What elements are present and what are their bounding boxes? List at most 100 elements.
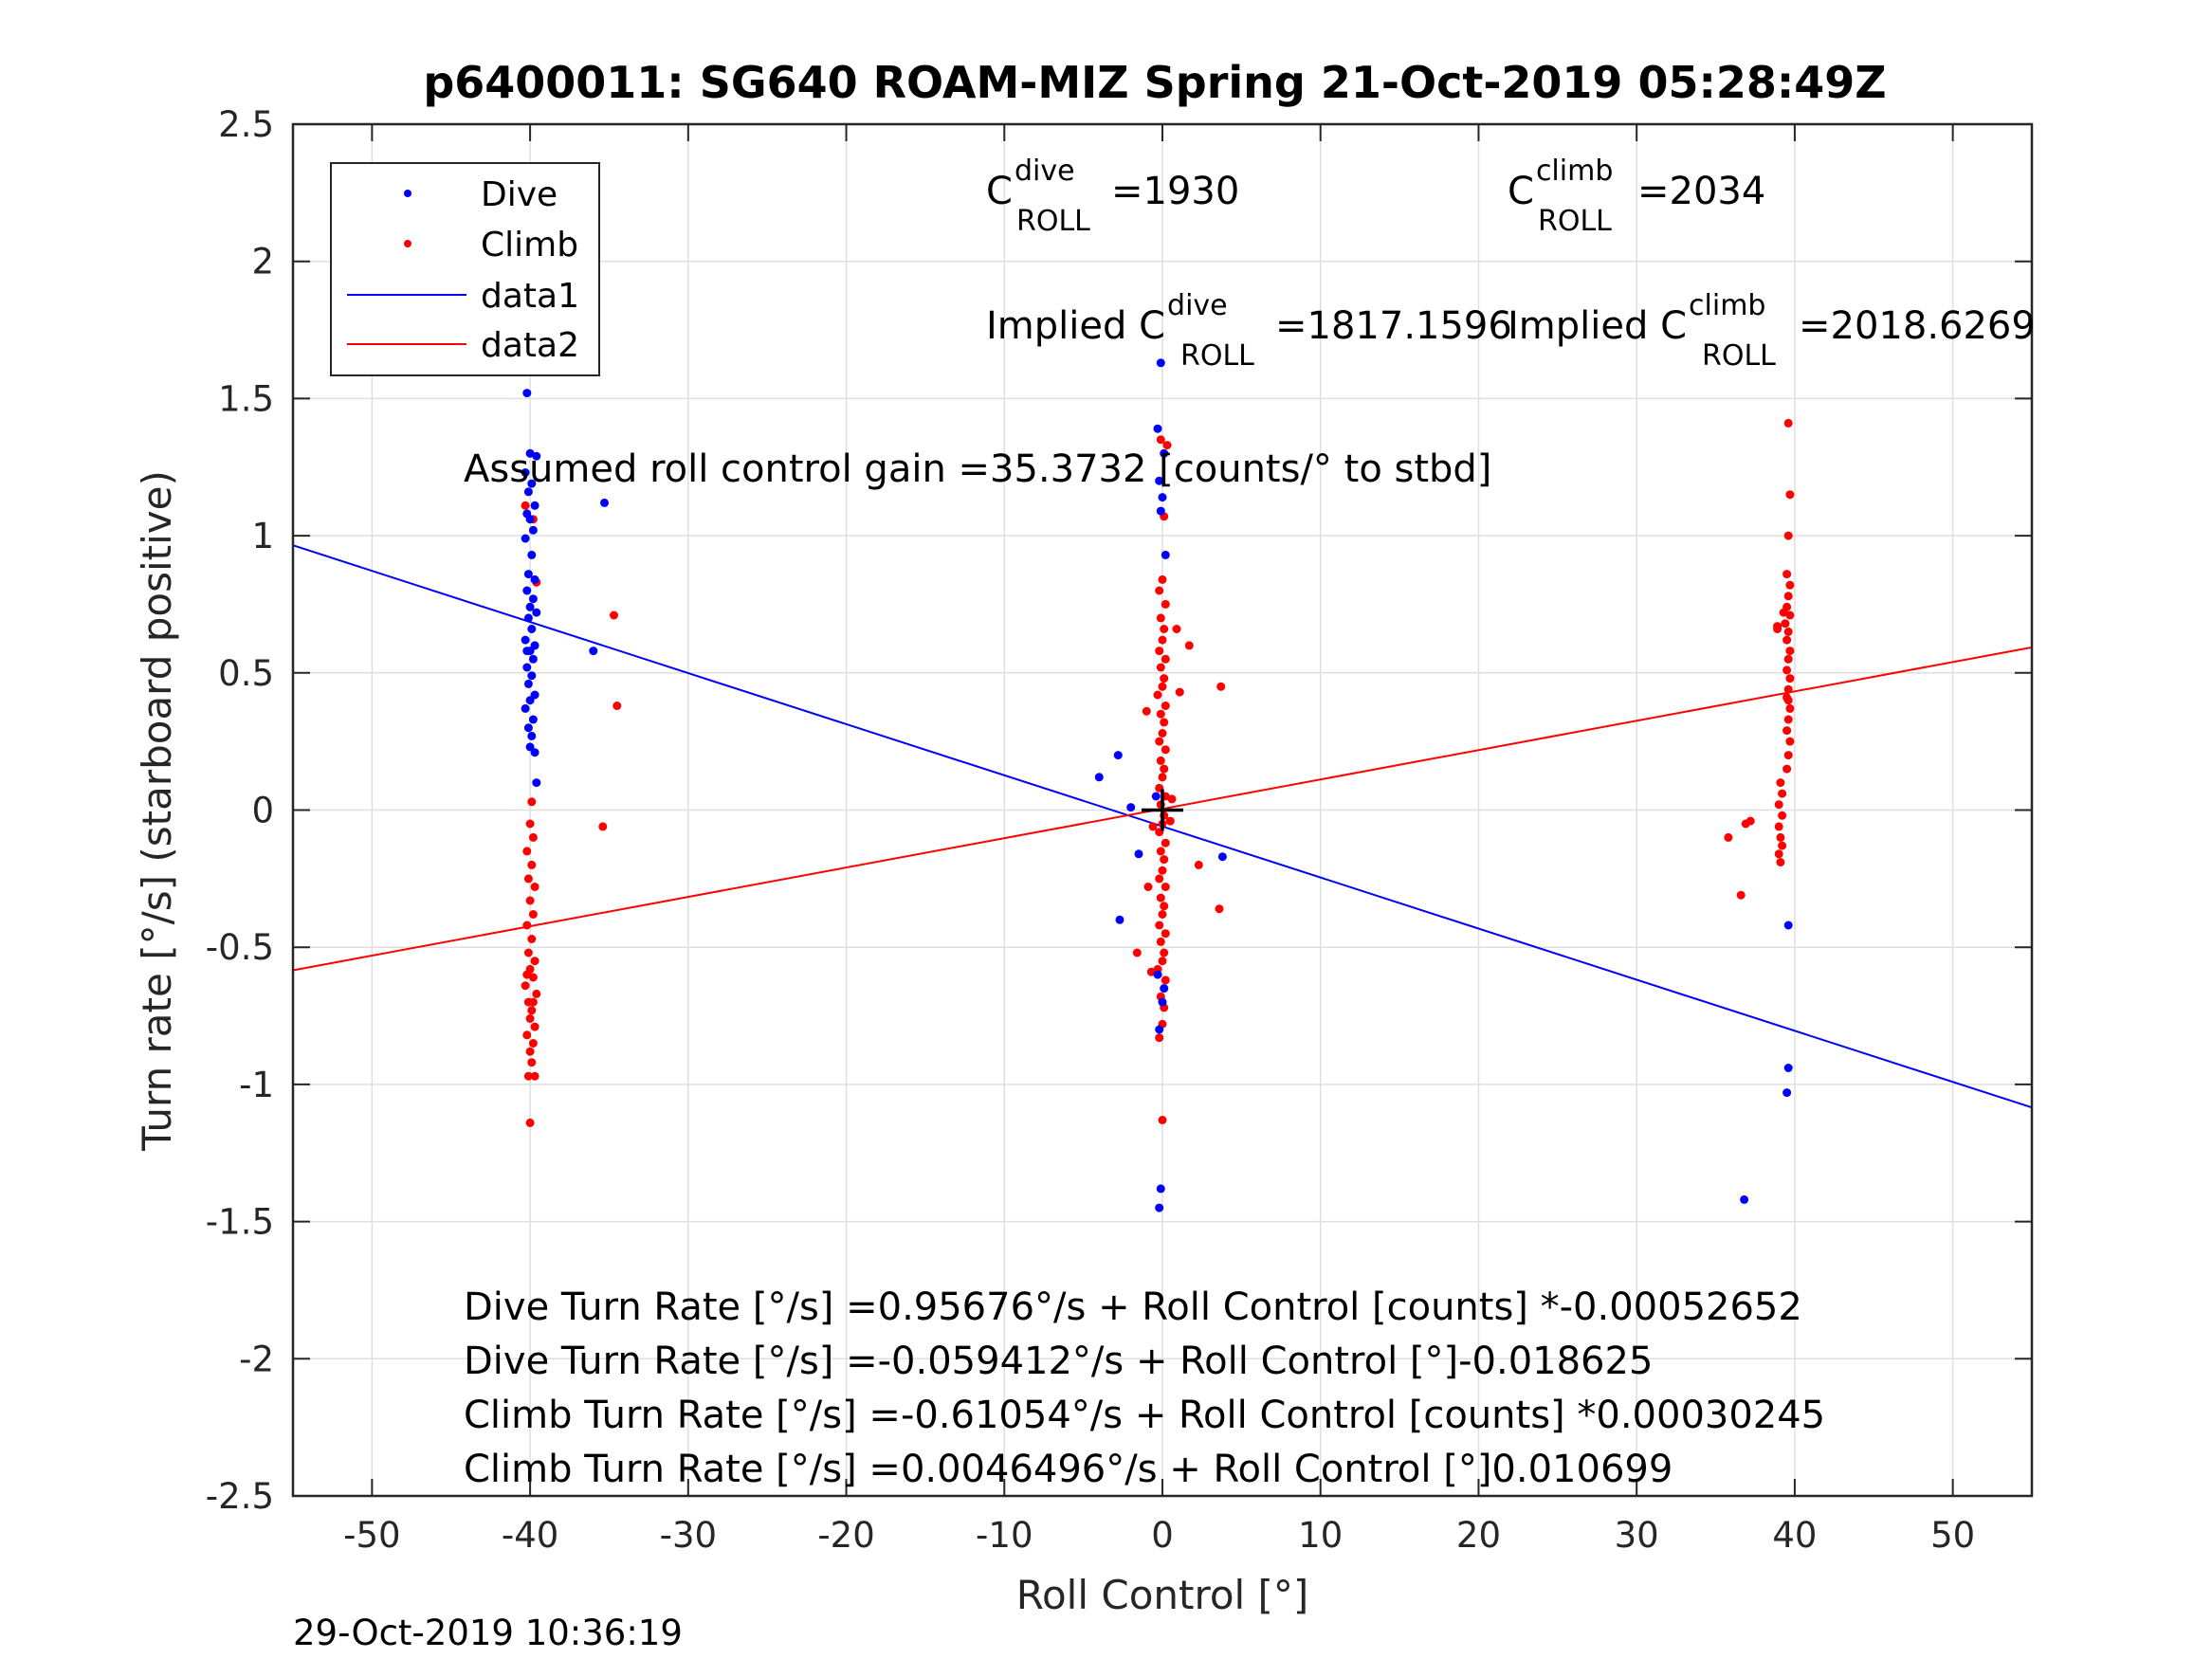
dive-point	[1151, 792, 1161, 801]
dive-point	[528, 715, 538, 724]
climb-point	[1148, 822, 1158, 831]
annotation-implied-climb: Implied Cclimb ROLL=2018.6269	[1508, 289, 2036, 373]
dive-point	[523, 570, 533, 579]
dive-point	[527, 671, 537, 681]
climb-point	[532, 989, 541, 998]
dive-point	[523, 613, 533, 623]
climb-point	[522, 970, 532, 979]
x-tick-label: -10	[976, 1515, 1033, 1556]
dive-point	[1094, 773, 1104, 782]
dive-point	[521, 468, 530, 477]
equation-climb-degrees: Climb Turn Rate [°/s] =0.0046496°/s + Ro…	[464, 1448, 1673, 1491]
dive-point	[1153, 970, 1162, 979]
dive-point	[589, 647, 598, 656]
climb-point	[1783, 592, 1793, 601]
climb-point	[1785, 737, 1795, 746]
climb-point	[522, 921, 532, 930]
climb-point	[1158, 635, 1167, 645]
climb-point	[528, 910, 538, 919]
climb-point	[1161, 975, 1170, 985]
y-tick-label: 0	[251, 791, 274, 831]
climb-point	[1783, 751, 1793, 760]
climb-point	[1736, 890, 1746, 900]
climb-point	[521, 501, 530, 510]
climb-point	[1741, 819, 1750, 829]
dive-point	[522, 663, 532, 672]
climb-point	[1156, 937, 1165, 946]
annotation-implied-dive: Implied Cdive ROLL=1817.1596	[986, 289, 1512, 373]
dive-point	[532, 608, 541, 617]
dive-point	[522, 647, 532, 656]
climb-point	[1161, 702, 1170, 710]
climb-point	[525, 1013, 535, 1023]
annotation-c-climb: Cclimb ROLL=2034	[1508, 155, 1765, 238]
chart-title: p6400011: SG640 ROAM-MIZ Spring 21-Oct-2…	[423, 57, 1886, 108]
climb-point	[1155, 647, 1164, 656]
annotation-gain: Assumed roll control gain =35.3732 [coun…	[464, 447, 1491, 491]
axes-box	[291, 122, 2034, 1498]
dive-point	[522, 389, 532, 398]
climb-point	[1172, 625, 1181, 633]
dive-point	[1134, 849, 1143, 859]
climb-point	[1785, 703, 1795, 713]
dive-point	[1113, 751, 1123, 760]
dive-point	[530, 748, 539, 757]
dive-point	[521, 635, 530, 645]
y-tick-label: -0.5	[206, 927, 274, 968]
dive-point	[528, 525, 538, 535]
climb-point	[1783, 418, 1793, 428]
climb-point	[1216, 682, 1226, 691]
climb-point	[522, 847, 532, 856]
climb-point	[521, 981, 530, 991]
dive-point	[1156, 506, 1165, 516]
dive-point	[1782, 1088, 1792, 1098]
climb-point	[1774, 800, 1783, 810]
dive-point	[600, 498, 609, 507]
footer-timestamp: 29-Oct-2019 10:36:19	[293, 1613, 683, 1653]
climb-point	[1781, 619, 1790, 629]
dive-point	[1160, 448, 1169, 458]
dive-point	[523, 679, 533, 688]
y-tick-label: -1	[239, 1065, 274, 1105]
x-tick-label: 20	[1456, 1515, 1501, 1556]
climb-point	[523, 1071, 533, 1081]
climb-point	[1161, 745, 1170, 755]
climb-point	[1778, 811, 1787, 820]
dive-point	[527, 625, 537, 633]
dive-point	[530, 574, 539, 584]
climb-point	[1155, 1033, 1164, 1043]
climb-point	[1156, 435, 1165, 445]
x-tick-label: 50	[1930, 1515, 1975, 1556]
y-tick-label: 2.5	[218, 104, 274, 145]
climb-point	[610, 611, 618, 620]
climb-point	[1776, 778, 1785, 788]
climb-point	[1156, 756, 1165, 765]
climb-point	[1158, 1116, 1167, 1124]
dive-point	[523, 487, 533, 497]
climb-point	[1160, 855, 1169, 865]
climb-point	[1158, 866, 1167, 875]
climb-point	[1175, 687, 1184, 697]
y-tick-label: 2	[251, 242, 274, 283]
dive-point	[1155, 1203, 1164, 1212]
climb-point	[525, 1118, 535, 1127]
x-tick-label: 0	[1151, 1515, 1174, 1556]
origin-marker	[1142, 789, 1183, 831]
climb-point	[1160, 902, 1169, 911]
climb-point	[1778, 789, 1787, 798]
dive-point	[1155, 476, 1164, 485]
climb-point	[1782, 726, 1792, 736]
dive-point	[521, 703, 530, 713]
annotation-c-dive: Cdive ROLL=1930	[986, 155, 1239, 238]
climb-point	[1215, 904, 1224, 914]
dive-point	[1161, 550, 1170, 559]
dive-point	[1740, 1194, 1749, 1204]
x-tick-labels: -50 -40 -30 -20 -10 0 10 20 30 40 50	[343, 1515, 1975, 1556]
climb-point	[1783, 531, 1793, 540]
climb-point	[1773, 625, 1782, 633]
dive-point	[1126, 803, 1136, 812]
x-tick-label: -30	[660, 1515, 717, 1556]
climb-point	[523, 948, 533, 957]
data-points	[521, 358, 1795, 1212]
climb-point	[1785, 674, 1795, 684]
